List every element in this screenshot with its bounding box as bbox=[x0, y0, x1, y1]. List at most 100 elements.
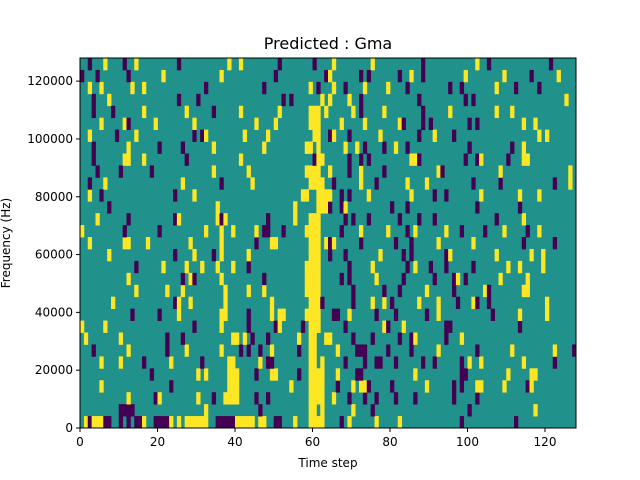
heatmap-cell bbox=[304, 189, 310, 202]
heatmap-cell bbox=[444, 260, 449, 274]
heatmap-cell bbox=[231, 380, 236, 393]
heatmap-cell bbox=[320, 404, 325, 417]
heatmap-cell bbox=[188, 296, 193, 310]
heatmap-cell bbox=[227, 416, 232, 429]
heatmap-cell bbox=[359, 105, 364, 119]
heatmap-cell bbox=[269, 296, 275, 310]
heatmap-cell bbox=[122, 225, 127, 238]
heatmap-cell bbox=[142, 105, 147, 119]
heatmap-cell bbox=[320, 177, 325, 190]
heatmap-cell bbox=[126, 141, 131, 154]
heatmap-cell bbox=[320, 296, 325, 310]
heatmap-cells bbox=[80, 58, 577, 429]
heatmap-cell bbox=[359, 165, 364, 178]
heatmap-cell bbox=[219, 177, 224, 190]
heatmap-cell bbox=[424, 308, 430, 321]
heatmap-cell bbox=[328, 248, 333, 262]
heatmap-cell bbox=[304, 165, 310, 178]
heatmap-cell bbox=[335, 308, 341, 321]
heatmap-cell bbox=[312, 105, 317, 119]
heatmap-cell bbox=[324, 189, 329, 202]
heatmap-cell bbox=[231, 416, 236, 429]
heatmap-cell bbox=[312, 177, 317, 190]
heatmap-cell bbox=[231, 368, 236, 381]
heatmap-cell bbox=[111, 105, 116, 119]
heatmap-cell bbox=[444, 225, 449, 238]
heatmap-cell bbox=[393, 237, 399, 250]
heatmap-cell bbox=[262, 225, 267, 238]
heatmap-cell bbox=[351, 332, 356, 345]
heatmap-cell bbox=[312, 332, 317, 345]
heatmap-cell bbox=[308, 141, 313, 154]
heatmap-cell bbox=[401, 320, 406, 333]
heatmap-cell bbox=[316, 368, 321, 381]
heatmap-cell bbox=[502, 69, 507, 83]
heatmap-cell bbox=[444, 189, 449, 202]
heatmap-cell bbox=[219, 320, 224, 333]
heatmap-cell bbox=[378, 248, 383, 262]
heatmap-cell bbox=[157, 225, 162, 238]
heatmap-cell bbox=[103, 58, 108, 71]
heatmap-cell bbox=[308, 416, 313, 429]
heatmap-cell bbox=[533, 404, 538, 417]
heatmap-cell bbox=[382, 296, 387, 310]
heatmap-cell bbox=[118, 404, 124, 417]
heatmap-cell bbox=[424, 380, 430, 393]
heatmap-cell bbox=[153, 117, 158, 131]
heatmap-cell bbox=[219, 69, 224, 83]
heatmap-cell bbox=[475, 58, 480, 71]
heatmap-cell bbox=[266, 392, 271, 405]
heatmap-cell bbox=[328, 201, 333, 214]
heatmap-cell bbox=[312, 308, 317, 321]
heatmap-cell bbox=[436, 237, 441, 250]
x-tick-label: 60 bbox=[305, 435, 320, 449]
heatmap-cell bbox=[479, 153, 484, 166]
heatmap-cell bbox=[211, 248, 217, 262]
heatmap-cell bbox=[541, 248, 546, 262]
heatmap-cell bbox=[316, 416, 321, 429]
heatmap-cell bbox=[498, 177, 503, 190]
y-tick-label: 20000 bbox=[35, 363, 73, 377]
heatmap-cell bbox=[304, 141, 310, 154]
heatmap-cell bbox=[498, 272, 503, 286]
heatmap-cell bbox=[99, 81, 104, 95]
heatmap-cell bbox=[459, 380, 465, 393]
heatmap-cell bbox=[401, 117, 406, 131]
heatmap-cell bbox=[200, 416, 205, 429]
heatmap-cell bbox=[432, 129, 437, 142]
heatmap-cell bbox=[529, 248, 534, 262]
heatmap-cell bbox=[223, 308, 228, 321]
heatmap-cell bbox=[545, 129, 550, 142]
heatmap-cell bbox=[370, 296, 375, 310]
heatmap-cell bbox=[432, 213, 437, 226]
heatmap-cell bbox=[486, 296, 492, 310]
heatmap-cell bbox=[467, 404, 472, 417]
heatmap-cell bbox=[219, 237, 224, 250]
heatmap-cell bbox=[277, 58, 282, 71]
heatmap-cell bbox=[510, 105, 515, 119]
heatmap-cell bbox=[262, 81, 267, 95]
heatmap-cell bbox=[328, 69, 333, 83]
heatmap-cell bbox=[153, 416, 158, 429]
heatmap-cell bbox=[471, 237, 476, 250]
heatmap-cell bbox=[289, 380, 294, 393]
heatmap-cell bbox=[320, 380, 325, 393]
heatmap-cell bbox=[347, 165, 352, 178]
heatmap-cell bbox=[99, 416, 104, 429]
heatmap-cell bbox=[421, 117, 426, 131]
heatmap-cell bbox=[413, 260, 418, 274]
heatmap-cell bbox=[165, 416, 170, 429]
heatmap-cell bbox=[312, 392, 317, 405]
heatmap-cell bbox=[192, 272, 197, 286]
heatmap-cell bbox=[126, 392, 131, 405]
x-axis-label: Time step bbox=[297, 456, 357, 470]
heatmap-cell bbox=[316, 237, 321, 250]
heatmap-cell bbox=[541, 260, 546, 274]
heatmap-cell bbox=[529, 69, 534, 83]
heatmap-cell bbox=[118, 332, 124, 345]
heatmap-cell bbox=[347, 129, 352, 142]
heatmap-cell bbox=[293, 416, 298, 429]
heatmap-cell bbox=[130, 404, 135, 417]
heatmap-cell bbox=[359, 368, 364, 381]
